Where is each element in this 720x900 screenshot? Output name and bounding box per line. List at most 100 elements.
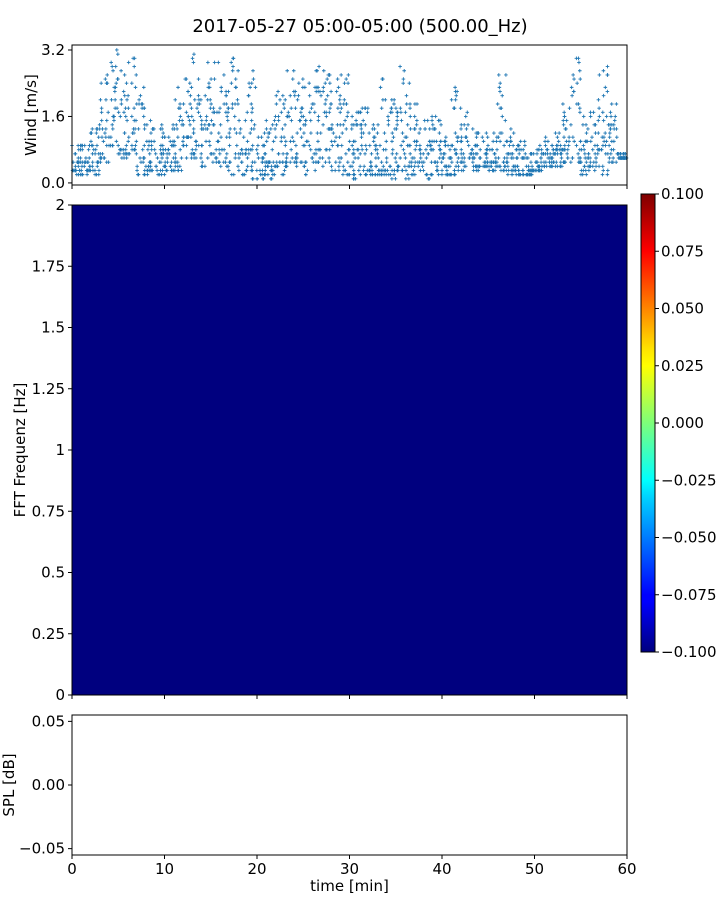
wind-point (269, 127, 273, 131)
wind-point (200, 143, 204, 148)
wind-point (562, 147, 566, 152)
colorbar-tick-label: 0.075 (661, 242, 704, 260)
wind-point (412, 156, 416, 160)
wind-point (584, 131, 589, 135)
wind-point (225, 164, 229, 169)
wind-point (529, 160, 533, 164)
wind-point (86, 160, 90, 164)
wind-point (279, 139, 284, 144)
wind-point (323, 160, 328, 164)
wind-point (282, 168, 287, 173)
wind-point (567, 135, 571, 140)
wind-point (534, 160, 539, 164)
wind-point (212, 60, 217, 65)
wind-point (140, 106, 144, 110)
wind-point (236, 68, 240, 73)
wind-point (132, 106, 136, 110)
wind-point (190, 147, 195, 152)
wind-point (408, 127, 413, 131)
wind-point (176, 135, 180, 140)
wind-point (125, 98, 129, 102)
wind-point (391, 135, 396, 140)
wind-point (158, 147, 163, 152)
wind-points (70, 48, 629, 181)
wind-point (601, 110, 605, 115)
wind-point (466, 143, 471, 148)
wind-point (618, 156, 622, 160)
wind-point (575, 102, 579, 106)
wind-point (594, 156, 598, 160)
wind-point (329, 127, 334, 131)
wind-point (454, 93, 459, 98)
wind-point (303, 85, 307, 90)
x-tick-label: 50 (525, 860, 544, 878)
wind-point (505, 156, 509, 160)
wind-point (572, 139, 577, 144)
wind-point (603, 152, 608, 156)
wind-point (401, 77, 406, 81)
wind-point (440, 168, 444, 173)
wind-point (326, 127, 331, 131)
wind-point (252, 122, 257, 127)
wind-point (384, 156, 389, 160)
y-tick-label: 0.0 (41, 174, 65, 192)
wind-point (123, 147, 128, 152)
wind-point (327, 160, 332, 164)
wind-point (382, 131, 387, 135)
wind-point (274, 102, 279, 106)
wind-point (605, 64, 610, 69)
wind-point (522, 139, 527, 144)
wind-point (618, 152, 623, 156)
wind-point (506, 168, 511, 173)
wind-point (408, 160, 412, 164)
wind-point (126, 106, 131, 110)
wind-point (570, 93, 574, 98)
wind-point (583, 152, 587, 156)
wind-point (308, 110, 312, 115)
wind-point (453, 89, 458, 94)
wind-point (608, 131, 612, 135)
wind-point (231, 172, 236, 177)
wind-point (520, 168, 525, 173)
wind-point (329, 139, 334, 144)
wind-point (115, 106, 119, 110)
wind-point (324, 98, 328, 102)
wind-point (256, 135, 261, 140)
wind-point (126, 60, 131, 65)
wind-point (79, 143, 84, 148)
wind-point (445, 168, 449, 173)
wind-point (75, 160, 79, 164)
wind-point (281, 93, 285, 98)
wind-point (378, 143, 382, 148)
wind-point (556, 139, 561, 144)
wind-point (478, 156, 482, 160)
wind-point (505, 160, 510, 164)
wind-point (614, 102, 619, 106)
wind-point (276, 89, 280, 94)
wind-point (343, 168, 348, 173)
wind-point (357, 168, 361, 173)
wind-point (270, 147, 275, 152)
wind-point (199, 122, 204, 127)
wind-point (194, 143, 199, 148)
wind-point (173, 98, 178, 102)
wind-point (414, 143, 419, 148)
wind-point (176, 168, 180, 173)
wind-point (498, 139, 502, 144)
wind-point (274, 122, 279, 127)
wind-point (588, 139, 593, 144)
wind-point (285, 68, 290, 73)
wind-point (591, 110, 596, 115)
wind-point (437, 131, 442, 135)
wind-point (244, 168, 249, 173)
wind-point (255, 176, 259, 181)
wind-point (444, 164, 449, 169)
wind-point (388, 172, 393, 177)
wind-point (248, 131, 252, 135)
wind-point (439, 160, 444, 164)
wind-point (346, 147, 351, 152)
wind-point (592, 122, 597, 127)
wind-point (560, 164, 564, 169)
wind-point (356, 147, 361, 152)
y-tick-label: 1.75 (32, 257, 65, 275)
